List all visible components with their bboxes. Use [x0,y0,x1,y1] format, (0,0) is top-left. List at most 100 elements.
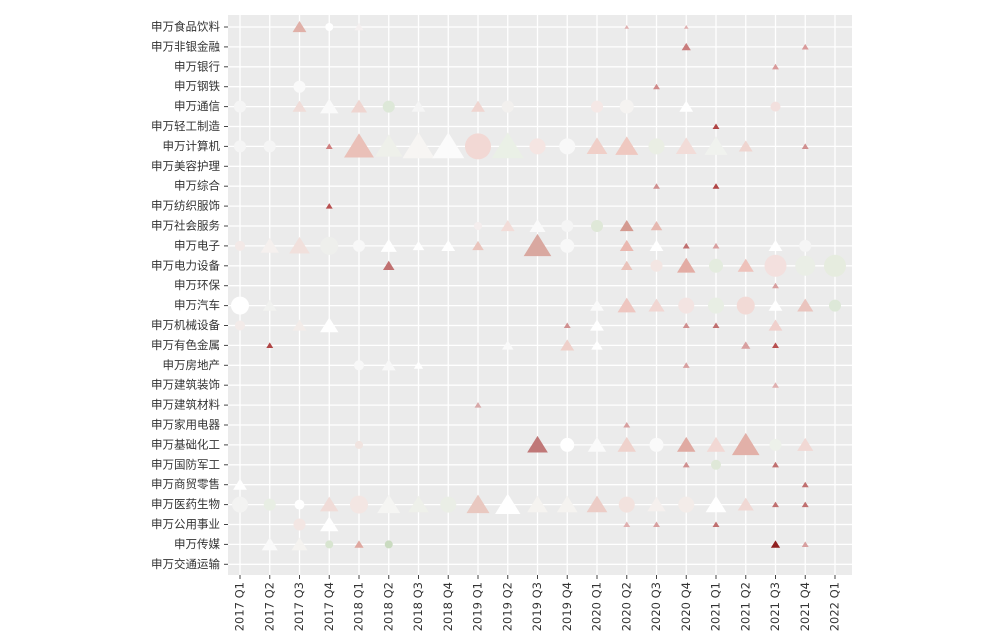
marker [261,537,278,551]
marker [649,437,664,452]
marker [350,495,368,514]
marker [712,183,720,189]
marker [231,296,249,315]
y-tick-label: 申万商贸零售 [151,477,220,491]
marker [560,339,575,351]
marker [797,298,814,312]
marker [411,100,426,112]
marker [320,98,339,114]
marker [772,342,779,348]
x-tick-label: 2018 Q3 [411,582,425,631]
x-tick-label: 2020 Q3 [649,582,663,631]
marker [263,140,276,153]
marker [563,322,571,329]
y-tick-label: 申万电子 [174,238,220,252]
marker [829,299,841,312]
marker [320,496,339,512]
marker [768,239,783,251]
marker [408,495,429,513]
y-tick-label: 申万食品饮料 [151,20,220,34]
marker [650,221,663,231]
marker [711,459,721,470]
marker [769,438,782,451]
marker [294,499,305,510]
marker [647,496,666,512]
marker [648,138,665,155]
marker [501,100,514,113]
marker [679,100,694,112]
plot-background [228,15,852,575]
x-tick-label: 2018 Q2 [381,582,395,631]
marker [262,299,277,311]
marker [653,521,660,528]
marker [682,362,690,368]
y-tick-label: 申万有色金属 [151,338,220,352]
marker [413,361,424,369]
marker [801,501,809,508]
marker [772,382,779,388]
marker [768,319,783,331]
marker [731,432,760,456]
marker [591,220,603,232]
marker [678,496,695,513]
marker [233,478,247,490]
marker [737,497,754,511]
marker [801,481,809,488]
marker [495,493,521,514]
marker [650,259,663,272]
marker [325,23,334,31]
marker [383,260,395,271]
x-tick-label: 2020 Q2 [619,582,633,631]
marker [474,402,482,408]
marker [325,203,333,209]
marker [682,322,690,329]
marker [559,138,576,155]
marker [292,100,307,112]
y-tick-label: 申万交通运输 [151,557,220,571]
marker [678,297,695,314]
marker [320,317,339,333]
x-tick-label: 2021 Q1 [709,582,723,631]
marker [706,436,726,452]
marker [591,100,603,113]
marker [619,220,634,232]
marker [441,239,456,251]
marker [799,239,812,252]
x-tick-label: 2020 Q4 [679,582,693,631]
marker [801,143,809,149]
marker [527,435,548,453]
y-tick-label: 申万公用事业 [151,517,220,531]
marker [764,254,787,277]
marker [529,219,546,232]
marker [653,183,660,189]
marker [466,494,490,514]
x-tick-label: 2017 Q2 [262,582,276,631]
marker [615,136,639,155]
marker [649,239,664,251]
marker [681,42,691,51]
marker [320,236,339,255]
marker [384,540,393,549]
marker [709,258,723,273]
marker [440,496,457,513]
marker [465,133,491,160]
marker [377,494,401,514]
marker [708,297,724,314]
marker [491,132,524,159]
y-tick-label: 申万计算机 [163,139,221,153]
marker [772,63,779,70]
marker [235,240,245,251]
marker [653,83,660,90]
marker [350,99,368,113]
x-tick-label: 2019 Q3 [530,582,544,631]
marker [263,498,276,511]
x-tick-label: 2021 Q4 [798,582,812,631]
marker [682,242,690,249]
y-tick-label: 申万美容护理 [151,159,220,173]
marker [712,322,720,329]
marker [712,242,720,249]
marker [590,319,604,331]
y-tick-label: 申万建筑装饰 [151,378,220,392]
y-tick-label: 申万电力设备 [151,258,220,272]
